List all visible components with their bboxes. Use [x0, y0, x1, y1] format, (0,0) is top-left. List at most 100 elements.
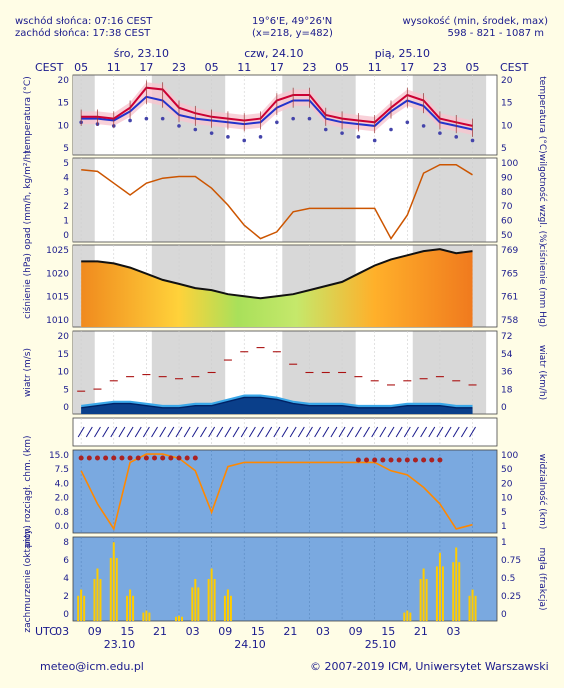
cloud-base-point — [412, 457, 418, 463]
ytick-right: 36 — [501, 368, 513, 378]
cloud-cover-bar — [458, 562, 461, 621]
dewpoint-point — [454, 135, 459, 139]
ytick-right: 50 — [501, 231, 513, 241]
ytick-right: 18 — [501, 385, 513, 395]
wind-barb — [102, 426, 110, 438]
dewpoint-point — [275, 120, 279, 125]
top-hour-label: 11 — [107, 61, 121, 74]
cloud-cover-bar — [112, 542, 115, 621]
bottom-hour-label: 15 — [120, 625, 134, 638]
cloud-base-point — [111, 455, 117, 461]
ytick-left: 6 — [63, 556, 69, 566]
ylabel-left: ciśnienie (hPa) — [22, 253, 33, 319]
cloud-cover-bar — [115, 558, 118, 621]
ytick-right: 80 — [501, 188, 513, 198]
wind-barb — [314, 426, 322, 438]
ytick-left: 2 — [63, 202, 69, 212]
cloud-base-point — [372, 457, 378, 463]
cloud-base-point — [119, 455, 125, 461]
wind-barb — [444, 426, 452, 438]
top-hour-label: 05 — [466, 61, 480, 74]
footer-email[interactable]: meteo@icm.edu.pl — [40, 660, 144, 673]
ytick-left: 1025 — [46, 246, 69, 256]
ytick-right: 1 — [501, 522, 507, 532]
panel-frame-5 — [72, 449, 498, 534]
cloud-cover-bar — [129, 589, 132, 621]
cloud-cover-bar — [406, 610, 409, 621]
wind-barb — [436, 426, 444, 438]
ytick-left: 4.0 — [55, 479, 70, 489]
ytick-right: 0 — [501, 403, 507, 413]
ytick-right: 100 — [501, 451, 518, 461]
cloud-cover-bar — [145, 610, 148, 621]
bottom-hour-label: 03 — [447, 625, 461, 638]
dewpoint-point — [389, 127, 393, 132]
cloud-cover-bar — [142, 612, 145, 621]
wind-barb — [387, 426, 395, 438]
cloud-cover-bar — [425, 579, 428, 621]
wind-barb — [94, 426, 101, 438]
dewpoint-point — [405, 120, 410, 125]
ylabel-left: zachmurzenie (oktanty) — [23, 525, 33, 632]
ytick-right: 100 — [501, 159, 518, 169]
cloud-cover-bar — [419, 579, 422, 621]
wind-barb — [452, 426, 460, 438]
wind-barb — [159, 426, 167, 438]
dewpoint-point — [209, 131, 214, 135]
ytick-right: 0.75 — [501, 556, 521, 566]
wind-barb — [281, 426, 289, 438]
cloud-base-point — [184, 455, 190, 461]
cloud-cover-bar — [468, 595, 471, 621]
cloud-cover-bar — [438, 552, 441, 621]
cloud-base-point — [152, 455, 158, 461]
dewpoint-point — [307, 116, 312, 121]
bottom-hour-label: 15 — [381, 625, 395, 638]
ylabel-left: wiatr (m/s) — [23, 348, 33, 397]
cloud-cover-bar — [197, 587, 200, 621]
cloud-base-point — [78, 455, 84, 461]
top-hour-label: 23 — [433, 61, 447, 74]
night-band-1-2 — [282, 158, 356, 242]
ylabel-right: ciśnienie (mm Hg) — [537, 245, 548, 327]
ytick-right: 758 — [501, 316, 518, 326]
wind-barb — [240, 426, 248, 438]
cloud-cover-bar — [207, 579, 210, 621]
night-band-1-3 — [412, 158, 487, 242]
cloud-cover-bar — [452, 562, 455, 621]
wind-barb — [428, 426, 436, 438]
cloud-cover-bar — [471, 589, 474, 621]
bottom-day-label: 24.10 — [234, 638, 266, 651]
top-hour-label: 05 — [74, 61, 88, 74]
ytick-right: 54 — [501, 350, 513, 360]
cloud-base-point — [421, 457, 427, 463]
cloud-cover-bar — [175, 616, 177, 621]
ytick-left: 0 — [63, 403, 69, 413]
wind-barb — [142, 426, 150, 438]
cloud-base-point — [160, 455, 166, 461]
ytick-left: 1010 — [46, 316, 69, 326]
top-hour-label: 17 — [400, 61, 414, 74]
cloud-cover-bar — [441, 566, 444, 621]
cloud-cover-bar — [77, 595, 80, 621]
ytick-left: 2.0 — [55, 494, 70, 504]
ytick-right: 5 — [501, 144, 507, 154]
ytick-right: 1 — [501, 538, 507, 548]
ytick-left: 1 — [63, 217, 69, 227]
bottom-hour-label: 03 — [55, 625, 69, 638]
top-day-label: pią, 25.10 — [375, 47, 430, 60]
ytick-right: 70 — [501, 202, 513, 212]
ytick-right: 0.5 — [501, 574, 515, 584]
grid-text: (x=218, y=482) — [252, 28, 333, 39]
ytick-left: 5 — [63, 385, 69, 395]
cloud-cover-bar — [80, 589, 83, 621]
ylabel-right: wiatr (km/h) — [537, 345, 547, 400]
ylabel-right: mgła (frakcja) — [537, 548, 547, 611]
cloud-cover-bar — [178, 615, 180, 621]
dewpoint-point — [177, 124, 181, 128]
wind-barb — [224, 426, 232, 438]
top-hour-label: 23 — [302, 61, 316, 74]
bottom-hour-label: 09 — [218, 625, 232, 638]
panel-frame-6 — [72, 536, 498, 622]
top-hour-label: 11 — [237, 61, 251, 74]
ytick-left: 15 — [58, 350, 69, 360]
